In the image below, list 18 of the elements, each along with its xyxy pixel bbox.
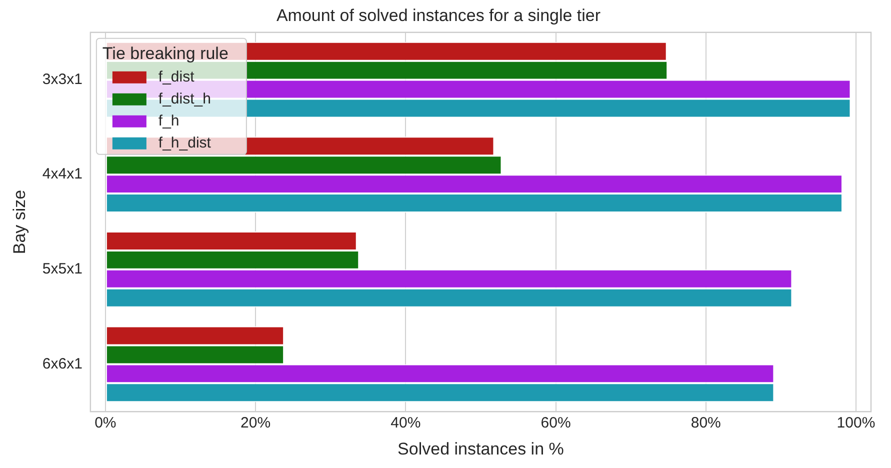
x-axis-title: Solved instances in % [398, 439, 564, 458]
x-tick-label: 20% [240, 414, 271, 432]
y-tick-label: 6x6x1 [42, 355, 82, 372]
legend-label: f_dist [158, 68, 196, 86]
legend-label: f_dist_h [158, 90, 211, 108]
legend-label: f_h_dist [158, 134, 212, 152]
x-tick-label: 60% [540, 414, 571, 432]
x-tick-label: 80% [690, 414, 721, 432]
y-tick-label: 5x5x1 [42, 260, 82, 278]
x-tick-label: 0% [94, 414, 116, 432]
legend-label: f_h [158, 112, 180, 130]
legend-title: Tie breaking rule [102, 44, 228, 64]
chart-title: Amount of solved instances for a single tier [276, 6, 601, 25]
y-axis-title: Bay size [10, 190, 29, 254]
x-tick-label: 100% [836, 414, 876, 432]
y-tick-label: 4x4x1 [42, 166, 82, 183]
x-tick-label: 40% [390, 414, 421, 432]
y-tick-label: 3x3x1 [42, 70, 82, 88]
